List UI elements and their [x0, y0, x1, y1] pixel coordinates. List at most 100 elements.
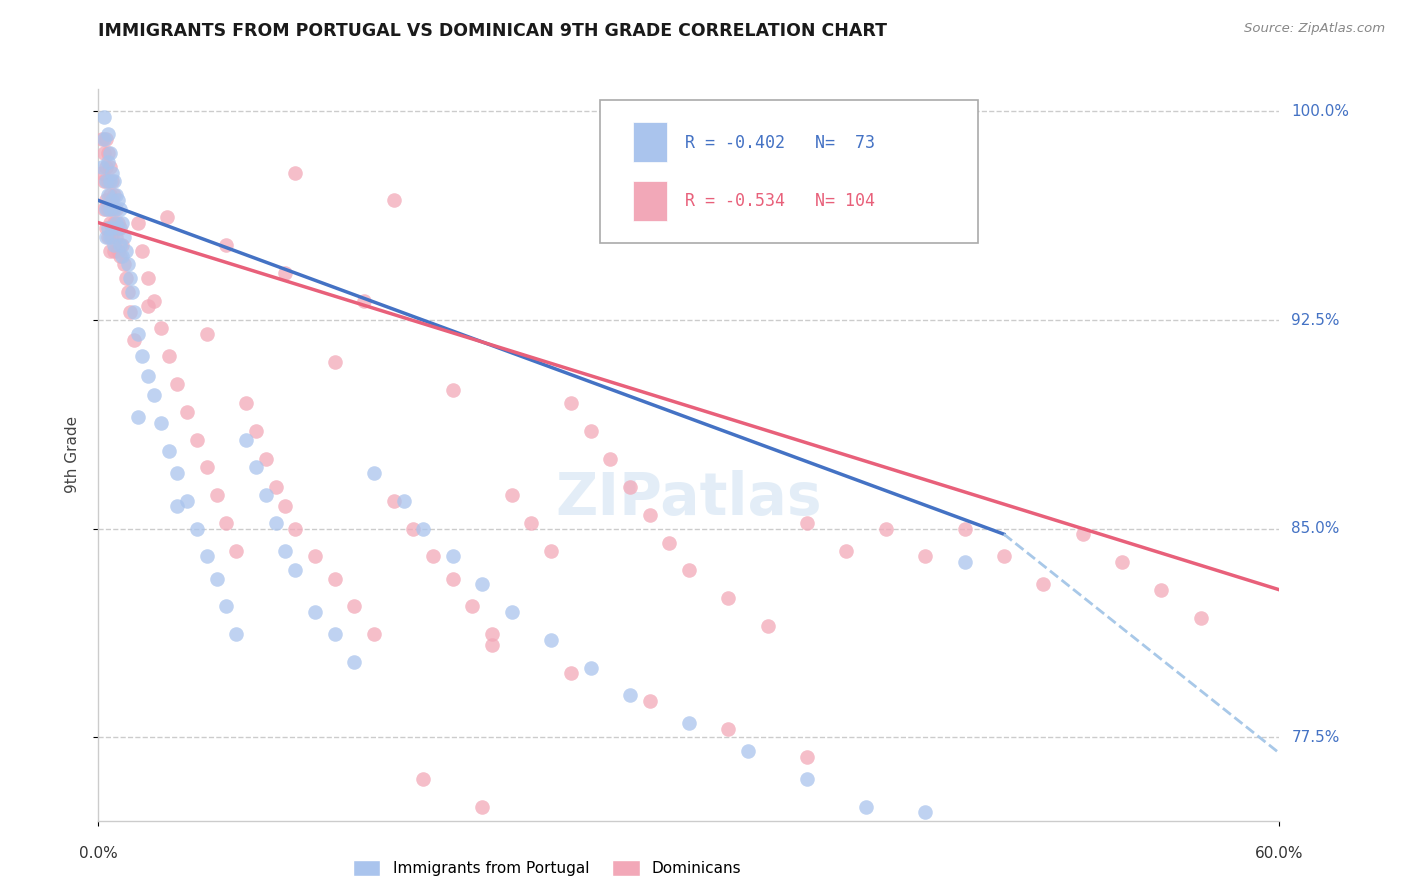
Point — [117, 285, 139, 300]
Point — [599, 452, 621, 467]
Legend: Immigrants from Portugal, Dominicans: Immigrants from Portugal, Dominicans — [347, 855, 748, 882]
Point — [274, 500, 297, 514]
Point — [471, 577, 494, 591]
Point — [225, 627, 247, 641]
Point — [98, 146, 121, 161]
Point — [737, 744, 759, 758]
Point — [93, 146, 115, 161]
Text: 0.0%: 0.0% — [79, 846, 118, 861]
Point — [166, 500, 188, 514]
Point — [441, 383, 464, 397]
Point — [107, 216, 129, 230]
Point — [520, 516, 543, 530]
Point — [422, 549, 444, 564]
Point — [93, 110, 115, 124]
Point — [481, 639, 503, 653]
Point — [157, 443, 180, 458]
Point — [382, 493, 405, 508]
Point — [166, 376, 188, 391]
Point — [195, 326, 218, 341]
Point — [235, 396, 257, 410]
Point — [105, 229, 128, 244]
Point — [245, 460, 267, 475]
Point — [98, 187, 121, 202]
Point — [105, 187, 128, 202]
Point — [619, 480, 641, 494]
FancyBboxPatch shape — [600, 100, 979, 243]
Point — [717, 591, 740, 606]
Point — [540, 632, 562, 647]
Point — [136, 368, 159, 383]
Point — [96, 229, 118, 244]
Point — [136, 271, 159, 285]
Point — [93, 202, 115, 216]
Point — [796, 772, 818, 786]
Point — [98, 160, 121, 174]
Point — [111, 249, 134, 263]
Point — [658, 535, 681, 549]
Point — [205, 572, 228, 586]
Point — [402, 522, 425, 536]
Text: 85.0%: 85.0% — [1291, 521, 1340, 536]
Point — [108, 202, 131, 216]
Point — [225, 544, 247, 558]
Point — [323, 355, 346, 369]
Point — [103, 244, 125, 258]
Text: R = -0.402   N=  73: R = -0.402 N= 73 — [685, 134, 876, 152]
Point — [98, 216, 121, 230]
Point — [150, 321, 173, 335]
Point — [96, 132, 118, 146]
Point — [93, 132, 115, 146]
Y-axis label: 9th Grade: 9th Grade — [65, 417, 80, 493]
Point — [127, 410, 149, 425]
Point — [205, 488, 228, 502]
Point — [97, 127, 120, 141]
Point — [107, 194, 129, 208]
Point — [264, 480, 287, 494]
Point — [343, 599, 366, 614]
Bar — [634, 181, 666, 221]
Point — [284, 522, 307, 536]
Point — [875, 522, 897, 536]
Point — [97, 221, 120, 235]
Point — [471, 799, 494, 814]
Point — [186, 522, 208, 536]
Point — [118, 304, 141, 318]
Point — [131, 349, 153, 363]
Point — [993, 549, 1015, 564]
Point — [118, 271, 141, 285]
Point — [796, 749, 818, 764]
Point — [796, 516, 818, 530]
Point — [176, 405, 198, 419]
Point — [96, 194, 118, 208]
Point — [245, 424, 267, 438]
Text: IMMIGRANTS FROM PORTUGAL VS DOMINICAN 9TH GRADE CORRELATION CHART: IMMIGRANTS FROM PORTUGAL VS DOMINICAN 9T… — [98, 22, 887, 40]
Point — [136, 299, 159, 313]
Point — [914, 549, 936, 564]
Point — [157, 349, 180, 363]
Point — [254, 452, 277, 467]
Text: Source: ZipAtlas.com: Source: ZipAtlas.com — [1244, 22, 1385, 36]
Point — [304, 549, 326, 564]
Point — [235, 433, 257, 447]
Text: 77.5%: 77.5% — [1291, 730, 1340, 745]
Point — [97, 202, 120, 216]
Point — [619, 689, 641, 703]
Point — [953, 522, 976, 536]
Point — [953, 555, 976, 569]
Point — [101, 174, 124, 188]
Point — [97, 146, 120, 161]
Point — [112, 229, 135, 244]
Point — [103, 174, 125, 188]
Point — [274, 266, 297, 280]
Point — [150, 416, 173, 430]
Point — [441, 549, 464, 564]
Point — [284, 166, 307, 180]
Point — [103, 216, 125, 230]
Point — [914, 805, 936, 820]
Point — [107, 244, 129, 258]
Point — [103, 187, 125, 202]
Point — [122, 304, 145, 318]
Point — [127, 326, 149, 341]
Point — [215, 599, 238, 614]
